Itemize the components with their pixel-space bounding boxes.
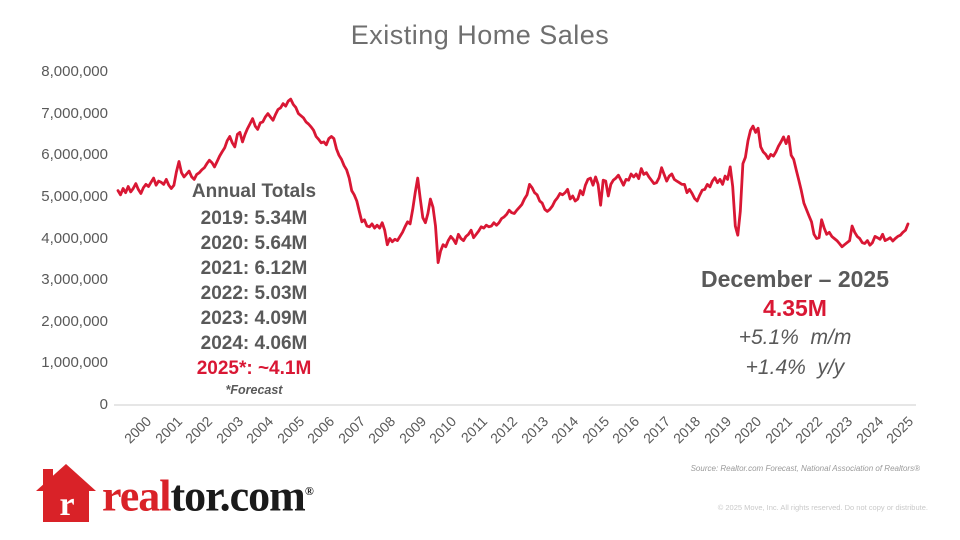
y-tick-label: 4,000,000 [41,229,108,247]
x-tick-label: 2016 [609,413,643,447]
y-tick-label: 2,000,000 [41,312,108,330]
x-tick-label: 2005 [273,413,308,447]
x-tick-label: 2014 [548,413,582,447]
x-tick-label: 2025 [883,413,917,447]
x-tick-label: 2004 [243,413,277,447]
annual-totals-heading: Annual Totals [191,181,317,202]
callout-yoy-change: +1.4% y/y [745,356,845,379]
logo-wordmark: realtor.com® [102,464,314,524]
registered-trademark-symbol: ® [304,484,314,498]
logo-text-real: real [102,471,171,521]
x-tick-label: 2008 [365,413,399,447]
y-tick-label: 0 [99,396,108,413]
x-tick-label: 2019 [700,413,734,447]
annual-total-row: 2019: 5.34M [200,208,308,229]
x-tick-label: 2002 [182,413,216,447]
x-tick-label: 2013 [517,413,551,447]
x-tick-label: 2012 [487,413,521,447]
y-tick-label: 7,000,000 [41,104,108,122]
x-tick-label: 2011 [457,413,491,446]
x-tick-label: 2018 [670,413,704,447]
x-tick-label: 2022 [791,413,826,447]
annual-totals-list: 2019: 5.34M 2020: 5.64M 2021: 6.12M 2022: 5… [158,206,350,381]
x-tick-label: 2017 [639,413,673,447]
logo-text-torcom: tor.com [170,471,306,521]
annual-total-row: 2021: 6.12M [200,258,308,279]
house-icon-letter: r [59,486,74,522]
x-tick-label: 2006 [304,413,338,447]
annual-total-row: 2025*: ~4.1M [196,358,312,379]
realtor-com-logo: r realtor.com® [36,464,314,524]
x-tick-label: 2021 [761,413,795,447]
x-tick-label: 2023 [822,413,856,447]
x-tick-label: 2001 [151,413,186,447]
y-tick-label: 6,000,000 [41,146,108,164]
x-tick-label: 2024 [852,413,887,447]
x-tick-label: 2020 [731,413,765,447]
callout-value: 4.35M [763,295,827,321]
annual-total-row: 2022: 5.03M [200,283,308,304]
annual-total-row: 2024: 4.06M [200,333,308,354]
forecast-footnote: *Forecast [225,383,283,397]
callout-period: December – 2025 [701,266,889,292]
x-tick-label: 2000 [121,413,155,447]
x-tick-label: 2007 [334,413,369,447]
y-tick-label: 5,000,000 [41,187,108,205]
source-note: Source: Realtor.com Forecast, National A… [690,464,920,473]
annual-total-row: 2020: 5.64M [200,233,308,254]
latest-month-callout: December – 2025 4.35M +5.1% m/m +1.4% y/… [630,266,960,383]
copyright-note: © 2025 Move, Inc. All rights reserved. D… [717,503,928,512]
annual-total-row: 2023: 4.09M [200,308,308,329]
y-tick-label: 8,000,000 [41,63,108,80]
x-tick-label: 2010 [426,413,460,447]
chart-title: Existing Home Sales [350,20,610,50]
x-tick-label: 2009 [395,413,430,447]
x-tick-label: 2015 [578,413,612,447]
x-tick-label: 2003 [212,413,247,447]
callout-mom-change: +5.1% m/m [738,326,852,349]
house-icon: r [36,464,96,522]
y-tick-label: 3,000,000 [41,271,108,289]
y-tick-label: 1,000,000 [41,354,108,372]
annual-totals-annotation: Annual Totals 2019: 5.34M 2020: 5.64M 2021… [158,181,350,399]
